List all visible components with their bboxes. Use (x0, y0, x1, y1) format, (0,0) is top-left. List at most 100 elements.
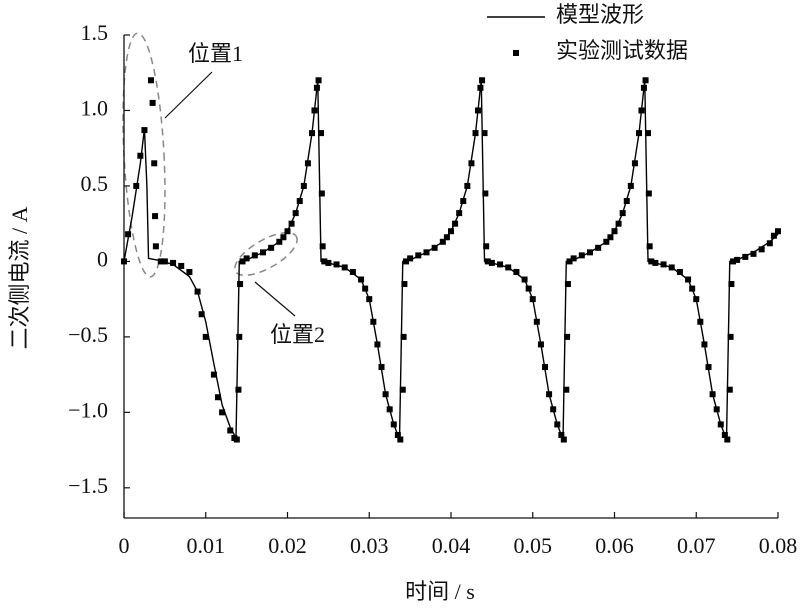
leader-line (164, 71, 213, 119)
highlight-ellipse (234, 231, 298, 277)
data-point (423, 249, 430, 256)
data-point (456, 210, 463, 217)
data-point (642, 77, 649, 84)
data-point (578, 252, 585, 259)
data-point (276, 238, 283, 245)
data-point (726, 386, 733, 393)
data-point (766, 240, 773, 247)
data-point (239, 258, 246, 265)
data-point (374, 341, 381, 348)
data-point (394, 431, 401, 438)
data-point (474, 107, 481, 114)
data-point (333, 261, 340, 268)
data-point (448, 228, 454, 235)
data-point (439, 238, 446, 245)
y-axis-label: 二次侧电流 / A (7, 206, 32, 349)
data-point (611, 228, 618, 235)
data-point (133, 182, 140, 189)
leader-line (254, 281, 296, 317)
data-point (318, 190, 325, 197)
data-point (349, 268, 356, 275)
data-point (488, 259, 495, 266)
data-point (452, 220, 459, 227)
data-point (358, 276, 365, 283)
x-tick-label: 0.02 (268, 533, 307, 558)
data-point (243, 255, 250, 262)
data-point (137, 152, 144, 159)
data-point (619, 210, 626, 217)
data-point (638, 107, 645, 114)
data-point (546, 391, 553, 398)
data-point (219, 409, 226, 416)
data-point (586, 249, 593, 256)
data-point (693, 296, 700, 303)
data-point (558, 431, 565, 438)
data-point (321, 258, 328, 265)
y-tick-label: −0.5 (68, 322, 108, 347)
data-point (198, 311, 205, 318)
data-point (742, 253, 749, 260)
data-point (121, 258, 127, 265)
data-point (537, 341, 544, 348)
data-point (215, 394, 222, 401)
data-point (292, 210, 299, 217)
data-point (296, 198, 303, 205)
data-point (311, 107, 318, 114)
data-point (640, 84, 647, 91)
data-point (378, 364, 385, 371)
data-point (318, 130, 325, 137)
data-point (533, 318, 540, 325)
data-point (676, 268, 683, 275)
x-tick-label: 0.04 (432, 533, 471, 558)
data-point (727, 333, 734, 340)
data-point (717, 421, 724, 428)
data-point (147, 77, 154, 84)
data-point (564, 333, 571, 340)
data-point (631, 160, 638, 167)
data-point (151, 160, 158, 167)
legend-swatch (513, 50, 519, 56)
model-line (123, 80, 779, 441)
data-point (685, 276, 692, 283)
data-point (730, 258, 737, 265)
data-point (431, 244, 438, 251)
data-point (645, 130, 652, 137)
annotation: 位置2 (270, 322, 325, 347)
data-point (400, 333, 407, 340)
data-point (563, 386, 570, 393)
data-point (713, 406, 720, 413)
data-point (482, 190, 489, 197)
data-point (595, 244, 602, 251)
data-point (382, 391, 389, 398)
x-tick-label: 0.01 (187, 533, 226, 558)
data-point (152, 213, 159, 220)
data-point (319, 243, 326, 250)
data-point (550, 406, 557, 413)
data-point (645, 190, 652, 197)
data-point (366, 296, 373, 303)
data-point (194, 288, 201, 295)
data-point (627, 182, 634, 189)
x-tick-label: 0.03 (350, 533, 389, 558)
data-point (397, 436, 404, 443)
data-point (251, 252, 258, 259)
data-point (141, 127, 148, 134)
data-point (521, 276, 528, 283)
highlight-ellipse (122, 32, 166, 278)
data-point (237, 281, 244, 288)
data-point (415, 252, 422, 259)
x-tick-label: 0.07 (677, 533, 716, 558)
data-point (728, 281, 735, 288)
data-point (443, 234, 450, 241)
data-point (525, 285, 532, 292)
data-point (178, 262, 185, 269)
data-point (152, 243, 159, 250)
data-point (484, 258, 491, 265)
data-point (481, 130, 488, 137)
data-point (554, 421, 561, 428)
data-point (280, 234, 287, 241)
data-point (233, 436, 240, 443)
y-tick-label: −1.0 (68, 397, 108, 422)
